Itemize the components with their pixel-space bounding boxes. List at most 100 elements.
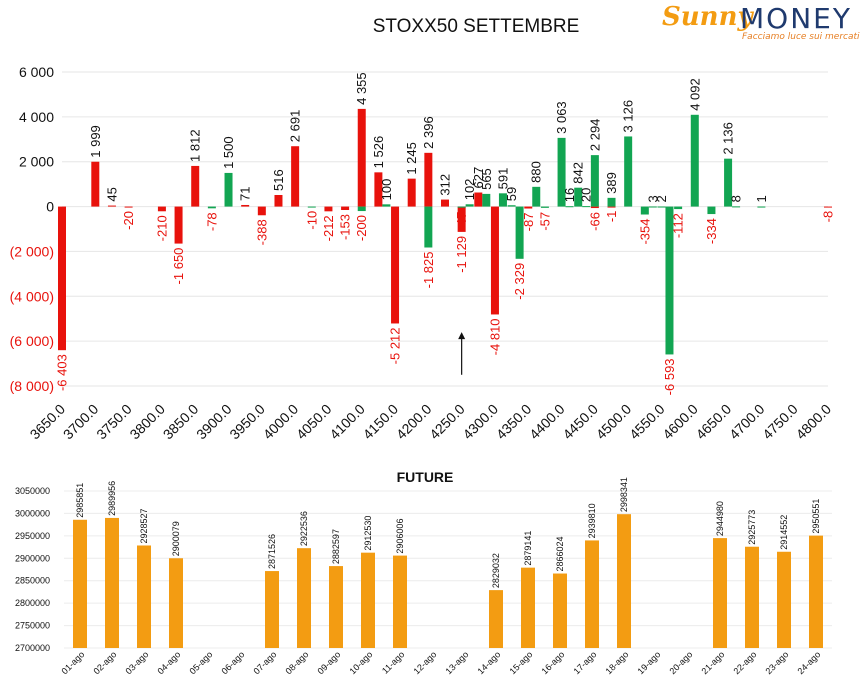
brand-logo: Sunny MONEY Facciamo luce sui mercati (660, 2, 860, 42)
bar (91, 161, 100, 207)
future-data-label: 2871526 (267, 534, 277, 569)
y-tick-label: (6 000) (10, 333, 54, 349)
data-label: -6 593 (662, 358, 677, 395)
bar (324, 206, 333, 212)
bar (582, 206, 591, 208)
x-tick-label: 4550.0 (626, 401, 668, 443)
future-x-tick-label: 07-ago (252, 649, 279, 676)
data-label: -78 (204, 212, 219, 231)
bar (465, 204, 474, 207)
bar (674, 206, 683, 210)
future-data-label: 2922536 (299, 511, 309, 546)
bar (207, 206, 216, 209)
future-x-tick-label: 14-ago (476, 649, 503, 676)
future-x-tick-label: 08-ago (284, 649, 311, 676)
data-label: -210 (154, 215, 169, 241)
data-label: -1 825 (421, 252, 436, 289)
data-label: 59 (504, 187, 519, 201)
x-tick-label: 4200.0 (393, 401, 435, 443)
bar (374, 172, 383, 207)
future-data-label: 2989956 (107, 481, 117, 516)
future-data-label: 2944980 (715, 501, 725, 536)
data-label: -1 129 (454, 236, 469, 273)
y-tick-label: 6 000 (19, 64, 54, 80)
bar (732, 206, 741, 208)
future-bar (809, 535, 823, 648)
bar (474, 192, 483, 207)
bar (490, 206, 499, 315)
x-tick-label: 4600.0 (659, 401, 701, 443)
future-bar (361, 552, 375, 648)
bar (191, 165, 200, 207)
future-bar (265, 571, 279, 648)
future-data-label: 2998341 (619, 477, 629, 512)
future-bar (713, 538, 727, 648)
future-title: FUTURE (397, 469, 454, 485)
future-x-tick-label: 09-ago (316, 649, 343, 676)
bar (391, 206, 400, 324)
data-label: 100 (379, 179, 394, 201)
future-x-tick-label: 12-ago (412, 649, 439, 676)
x-tick-label: 3950.0 (226, 401, 268, 443)
data-label: 880 (529, 161, 544, 183)
x-tick-label: 3850.0 (160, 401, 202, 443)
data-label: -153 (338, 214, 353, 240)
x-tick-label: 3750.0 (93, 401, 135, 443)
data-label: -10 (304, 211, 319, 230)
data-label: 2 396 (421, 116, 436, 149)
data-label: -354 (637, 219, 652, 245)
future-bar (745, 546, 759, 648)
x-tick-label: 4350.0 (493, 401, 535, 443)
future-bar (137, 545, 151, 648)
bar (515, 206, 524, 259)
data-label: 102 (462, 179, 477, 201)
future-data-label: 2985851 (75, 483, 85, 518)
data-label: -112 (671, 213, 686, 238)
data-label: -20 (121, 211, 136, 230)
future-chart: FUTURE 3050000 3000000 2950000 2900000 285000… (15, 469, 832, 676)
logo-money-text: MONEY (740, 2, 852, 35)
data-label: 389 (604, 172, 619, 194)
bar (540, 206, 549, 208)
future-data-label: 2882597 (331, 529, 341, 564)
bar (665, 206, 674, 355)
bar (107, 205, 116, 207)
x-tick-label: 4450.0 (559, 401, 601, 443)
bar (224, 172, 233, 207)
future-x-tick-label: 03-ago (124, 649, 151, 676)
future-x-tick-label: 15-ago (508, 649, 535, 676)
bar (124, 206, 133, 208)
data-label: 4 355 (354, 72, 369, 105)
data-label: 2 136 (721, 122, 736, 155)
bar (648, 206, 657, 208)
y-tick-label: (4 000) (10, 288, 54, 304)
bar (257, 206, 266, 216)
future-data-label: 2950551 (811, 499, 821, 534)
data-label: -6 403 (55, 354, 70, 391)
chart-title: STOXX50 SETTEMBRE (373, 16, 580, 37)
future-x-tick-label: 16-ago (540, 649, 567, 676)
bar (457, 206, 466, 232)
bar (407, 178, 416, 207)
x-tick-label: 4000.0 (260, 401, 302, 443)
data-label: 516 (271, 169, 286, 191)
data-label: 2 691 (288, 110, 303, 143)
bar (424, 206, 433, 248)
future-x-tick-label: 17-ago (572, 649, 599, 676)
data-label: 3 126 (621, 100, 636, 133)
bar (590, 206, 599, 209)
bar (441, 199, 449, 207)
future-bar (489, 590, 503, 648)
bar (657, 206, 666, 208)
future-y-tick-label: 2900000 (15, 553, 50, 563)
x-tick-label: 3650.0 (27, 401, 69, 443)
bar (724, 158, 733, 207)
future-x-tick-label: 23-ago (764, 649, 791, 676)
x-tick-label: 4750.0 (759, 401, 801, 443)
x-tick-label: 4650.0 (693, 401, 735, 443)
future-bar (777, 551, 791, 648)
data-label: 565 (479, 168, 494, 190)
future-data-label: 2866024 (555, 536, 565, 571)
data-label: 20 (579, 188, 594, 202)
data-label: 1 999 (88, 125, 103, 158)
